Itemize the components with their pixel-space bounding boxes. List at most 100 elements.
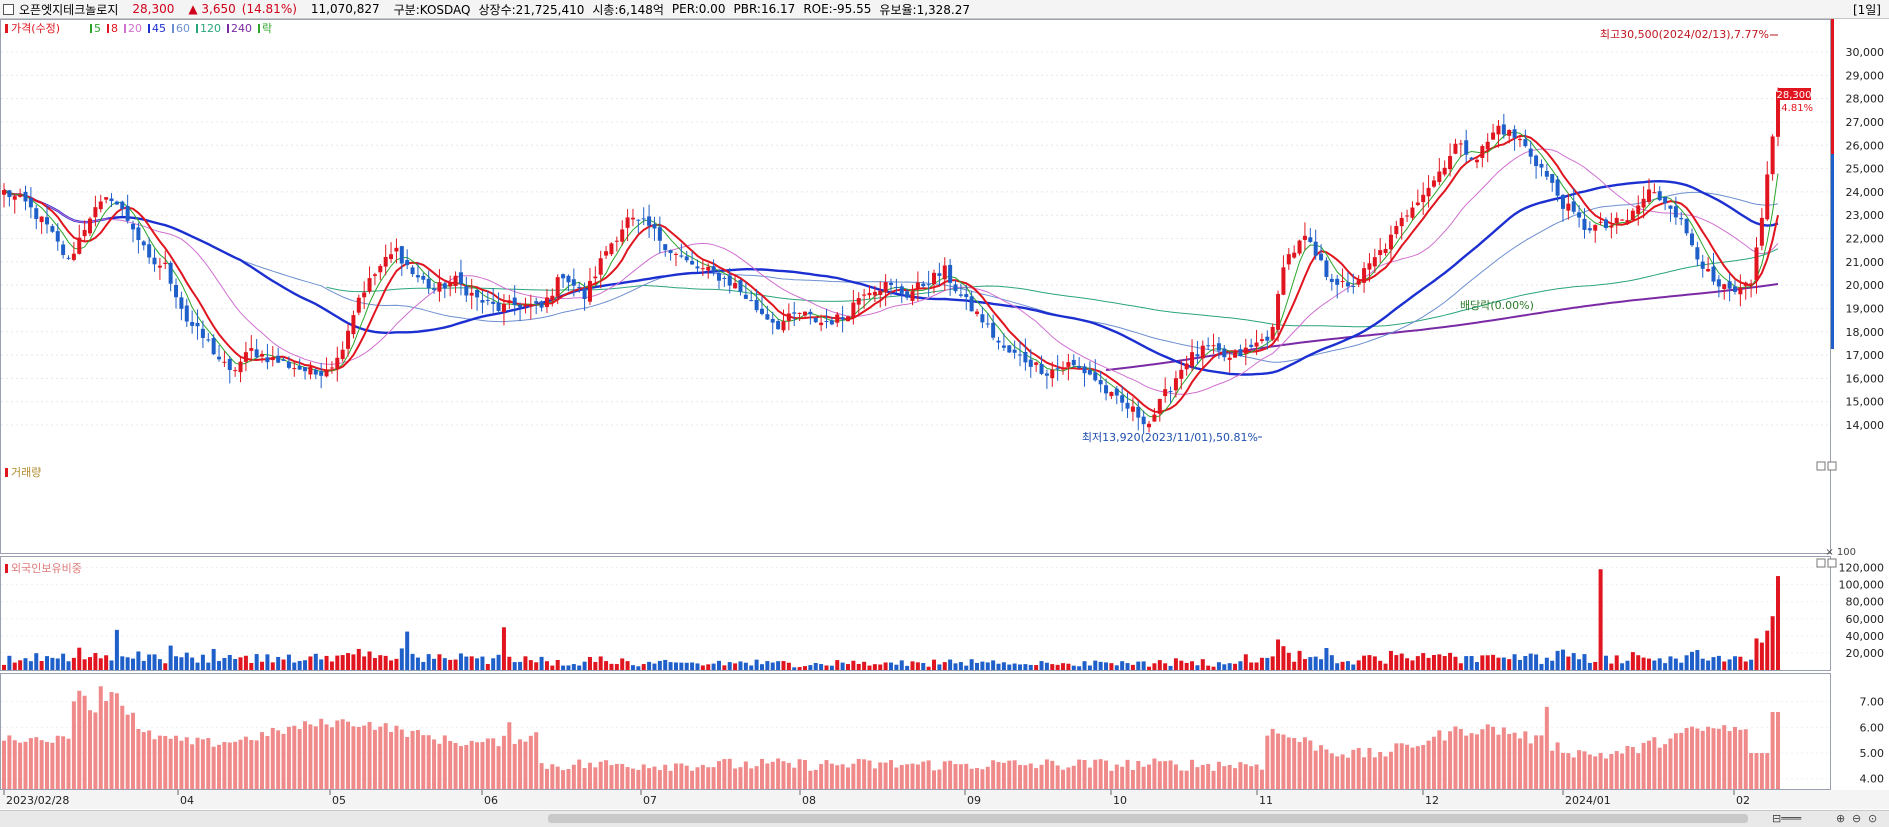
foreign-panel-close[interactable] — [1827, 558, 1837, 568]
foreign-bar — [1362, 757, 1367, 789]
volume-panel-close[interactable] — [1827, 461, 1837, 471]
candle-body — [899, 286, 904, 294]
horizontal-scrollbar[interactable]: ⊟═══ ⊕ ⊖ ⊙ — [0, 810, 1889, 827]
select-checkbox[interactable] — [3, 3, 14, 15]
volume-bar — [1539, 663, 1544, 670]
volume-bar — [1673, 658, 1678, 670]
candle-body — [249, 348, 254, 351]
foreign-bar — [1716, 728, 1721, 789]
volume-bar — [942, 662, 947, 670]
scrollbar-thumb[interactable] — [548, 814, 1748, 823]
volume-bar — [641, 664, 646, 670]
period-selector[interactable]: [1일] — [1852, 3, 1881, 17]
candle-body — [1082, 366, 1087, 374]
candle-body — [1372, 257, 1377, 267]
volume-bar — [872, 664, 877, 670]
candle-body — [233, 370, 238, 372]
volume-panel-minimize[interactable] — [1816, 461, 1826, 471]
candle-body — [163, 262, 168, 264]
volume-bar — [1082, 661, 1087, 670]
volume-bar — [1491, 654, 1496, 670]
volume-bar — [754, 659, 759, 670]
zoom-out-icon[interactable]: ⊖ — [1852, 812, 1862, 825]
foreign-bar — [1023, 765, 1028, 789]
x-tick-label: 12 — [1425, 794, 1439, 807]
candle-body — [206, 339, 211, 341]
foreign-bar — [356, 726, 361, 789]
candle-body — [227, 359, 232, 370]
foreign-bar — [555, 766, 560, 789]
foreign-bar — [1431, 736, 1436, 789]
volume-bar — [297, 661, 302, 670]
foreign-bar — [1351, 749, 1356, 789]
volume-bar — [1324, 648, 1329, 670]
volume-bar — [313, 653, 318, 670]
volume-bar — [566, 665, 571, 670]
foreign-bar — [141, 732, 146, 789]
candle-body — [1206, 345, 1211, 347]
foreign-bar — [1098, 759, 1103, 789]
foreign-bar — [1652, 737, 1657, 789]
candle-body — [1582, 218, 1587, 230]
candle-body — [1050, 369, 1055, 379]
volume-bar — [1335, 663, 1340, 670]
volume-bar — [1512, 654, 1517, 670]
foreign-bar — [534, 732, 539, 789]
volume-bar — [1743, 661, 1748, 670]
foreign-bar — [1663, 744, 1668, 789]
volume-bar — [77, 647, 82, 670]
candle-body — [1270, 326, 1275, 340]
candle-body — [1652, 192, 1657, 194]
candle-body — [491, 301, 496, 304]
volume-bar — [996, 663, 1001, 670]
volume-bar — [706, 664, 711, 670]
legend-ma60-swatch — [172, 24, 174, 33]
candle-body — [819, 322, 824, 326]
foreign-bar — [1147, 764, 1152, 789]
candle-body — [383, 256, 388, 267]
candle-body — [953, 284, 958, 292]
candle-body — [1313, 241, 1318, 256]
volume-bar — [55, 658, 60, 670]
candle-body — [985, 323, 990, 325]
candle-body — [329, 367, 334, 369]
volume-bar — [362, 656, 367, 670]
chart-canvas[interactable]: 30,000 29,000 28,000 27,000 26,000 25,000 24,0… — [0, 19, 1889, 809]
candle-body — [878, 290, 883, 296]
foreign-bar — [1410, 747, 1415, 789]
foreign-panel-minimize[interactable] — [1816, 558, 1826, 568]
legend-ma60: 60 — [176, 22, 190, 35]
foreign-bar — [1657, 747, 1662, 789]
foreign-bar — [1313, 750, 1318, 789]
volume-bar — [211, 648, 216, 670]
price-tick-label: 16,000 — [1846, 372, 1885, 385]
candle-body — [131, 223, 136, 230]
candle-body — [1276, 293, 1281, 330]
zoom-reset-icon[interactable]: ⊙ — [1868, 812, 1878, 825]
candle-body — [1405, 215, 1410, 217]
candle-body — [1646, 189, 1651, 203]
foreign-bar — [1625, 745, 1630, 789]
volume-bar — [1319, 659, 1324, 670]
volume-bar — [1770, 616, 1775, 670]
volume-bar — [1254, 662, 1259, 670]
zoom-in-icon[interactable]: ⊕ — [1836, 812, 1846, 825]
volume-bar — [1706, 660, 1711, 670]
foreign-bar — [1474, 734, 1479, 789]
foreign-bar — [1437, 730, 1442, 789]
foreign-bar — [625, 767, 630, 789]
foreign-bar — [432, 739, 437, 789]
candle-body — [93, 207, 98, 218]
zoom-slider-icon[interactable]: ⊟═══ — [1772, 812, 1802, 825]
candle-body — [1130, 406, 1135, 412]
volume-bar — [829, 665, 834, 670]
candle-body — [636, 219, 641, 221]
volume-bar — [308, 656, 313, 670]
volume-tick-label: 80,000 — [1846, 596, 1885, 609]
candle-body — [759, 308, 764, 314]
foreign-bar — [389, 732, 394, 789]
candle-body — [544, 297, 549, 308]
x-tick-label: 10 — [1113, 794, 1127, 807]
volume-bar — [684, 662, 689, 670]
candle-body — [1227, 357, 1232, 360]
